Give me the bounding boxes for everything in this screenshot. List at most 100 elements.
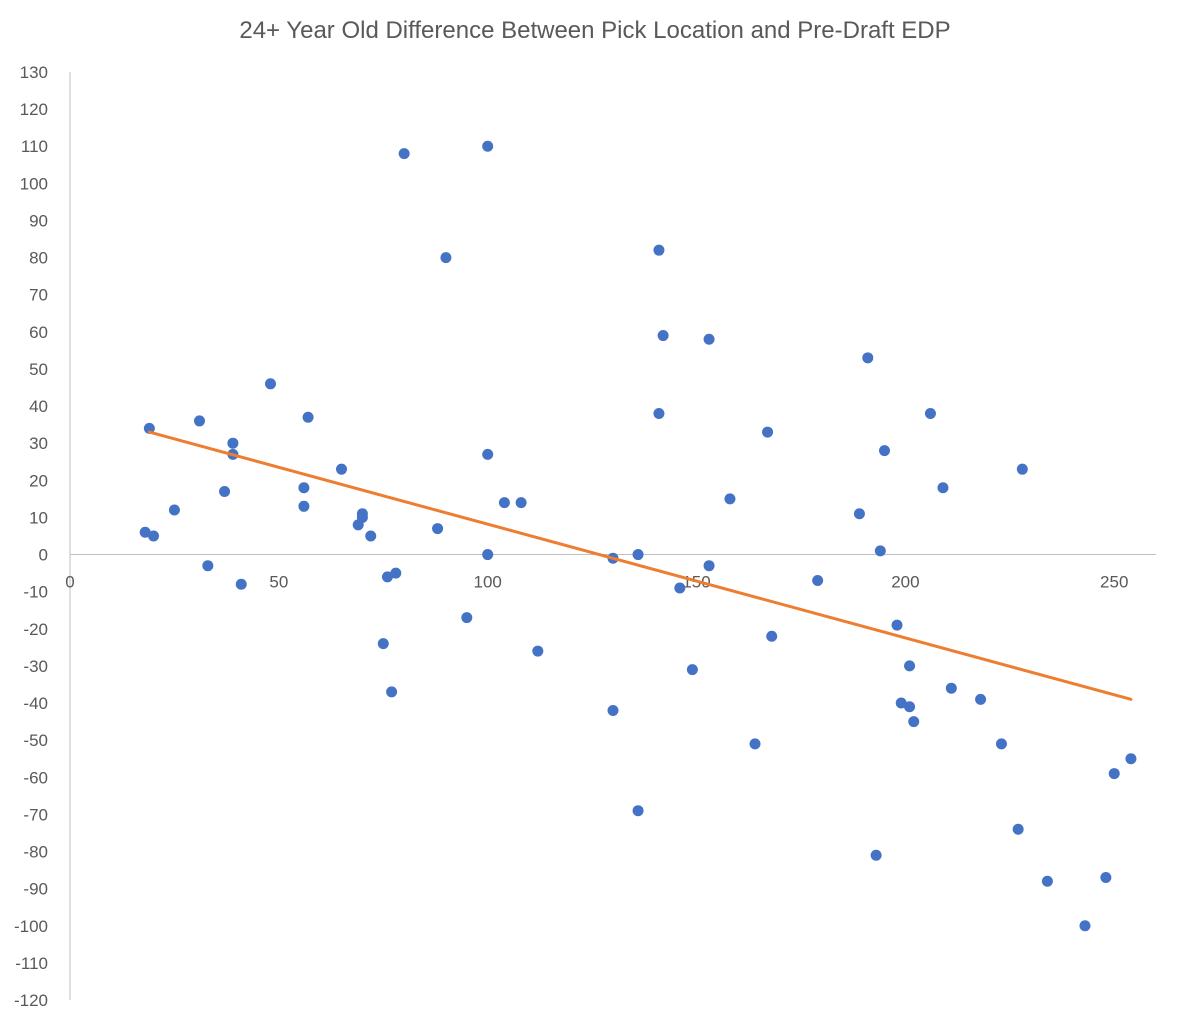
y-tick-label: -10 (23, 583, 48, 602)
data-point (482, 140, 494, 152)
data-point (895, 697, 907, 709)
data-point (945, 682, 957, 694)
data-point (1125, 753, 1137, 765)
y-tick-label: -110 (15, 954, 48, 973)
data-point (356, 511, 368, 523)
y-tick-label: 80 (29, 249, 48, 268)
data-point (219, 485, 231, 497)
data-point (482, 448, 494, 460)
data-point (632, 805, 644, 817)
data-point (148, 530, 160, 542)
data-point (390, 567, 402, 579)
data-point (908, 716, 920, 728)
x-tick-labels: 050100150200250 (65, 573, 1128, 592)
y-tick-label: 30 (29, 434, 48, 453)
y-tick-label: 50 (29, 360, 48, 379)
data-point (302, 411, 314, 423)
y-tick-label: 90 (29, 211, 48, 230)
x-tick-label: 100 (474, 573, 502, 592)
data-point (975, 693, 987, 705)
data-point (653, 244, 665, 256)
data-point (1041, 875, 1053, 887)
data-point (298, 482, 310, 494)
y-tick-label: -80 (23, 843, 48, 862)
trendline (147, 430, 1133, 701)
y-tick-label: -40 (23, 694, 48, 713)
y-tick-label: 20 (29, 471, 48, 490)
data-point (724, 493, 736, 505)
data-point (853, 508, 865, 520)
y-tick-label: 40 (29, 397, 48, 416)
data-point (870, 849, 882, 861)
data-point (762, 426, 774, 438)
data-point (143, 422, 155, 434)
data-point (235, 578, 247, 590)
y-tick-label: 10 (29, 508, 48, 527)
x-tick-label: 0 (65, 573, 74, 592)
data-point (686, 664, 698, 676)
data-point (1012, 823, 1024, 835)
data-point (365, 530, 377, 542)
data-point (264, 378, 276, 390)
data-point (482, 549, 494, 561)
y-tick-label: -50 (23, 731, 48, 750)
data-point (168, 504, 180, 516)
data-point (632, 549, 644, 561)
data-point (398, 148, 410, 160)
data-point (891, 619, 903, 631)
y-tick-label: -90 (23, 880, 48, 899)
data-point (749, 738, 761, 750)
data-point (1100, 872, 1112, 884)
data-point (653, 408, 665, 420)
data-point (377, 638, 389, 650)
data-points (139, 140, 1137, 932)
data-point (336, 463, 347, 475)
data-point (386, 686, 398, 698)
data-point (607, 704, 619, 716)
data-point (874, 545, 886, 557)
data-point (298, 500, 310, 512)
trendline-layer (147, 430, 1133, 701)
y-tick-label: 60 (29, 323, 48, 342)
data-point (461, 612, 473, 624)
data-point (1079, 920, 1091, 932)
data-point (904, 701, 916, 713)
y-tick-label: -70 (23, 805, 48, 824)
data-point (766, 630, 778, 642)
y-tick-label: 70 (29, 286, 48, 305)
data-point (862, 352, 874, 364)
y-tick-label: -20 (23, 620, 48, 639)
data-point (924, 408, 936, 420)
data-point (703, 560, 715, 572)
data-point (432, 523, 444, 535)
data-point (937, 482, 949, 494)
data-point (515, 497, 527, 509)
y-tick-label: -60 (23, 768, 48, 787)
data-point (674, 582, 686, 594)
y-tick-label: 0 (39, 546, 48, 565)
data-point (703, 333, 715, 345)
data-point (657, 330, 669, 342)
y-tick-label: 100 (20, 174, 48, 193)
data-point (879, 445, 890, 457)
data-point (202, 560, 214, 572)
y-tick-label: -100 (14, 917, 48, 936)
data-point (532, 645, 544, 657)
data-point (812, 575, 824, 587)
x-tick-label: 250 (1100, 573, 1128, 592)
y-tick-label: -30 (23, 657, 48, 676)
axes (69, 72, 1156, 1000)
data-point (1108, 768, 1120, 780)
x-tick-label: 200 (891, 573, 919, 592)
data-point (381, 571, 393, 583)
y-tick-labels: 1301201101009080706050403020100-10-20-30… (14, 63, 48, 1010)
data-point (1016, 463, 1028, 475)
y-tick-label: -120 (14, 991, 48, 1010)
data-point (139, 526, 151, 538)
data-point (193, 415, 205, 427)
y-tick-label: 120 (20, 100, 48, 119)
data-point (995, 738, 1007, 750)
y-tick-label: 110 (21, 137, 48, 156)
